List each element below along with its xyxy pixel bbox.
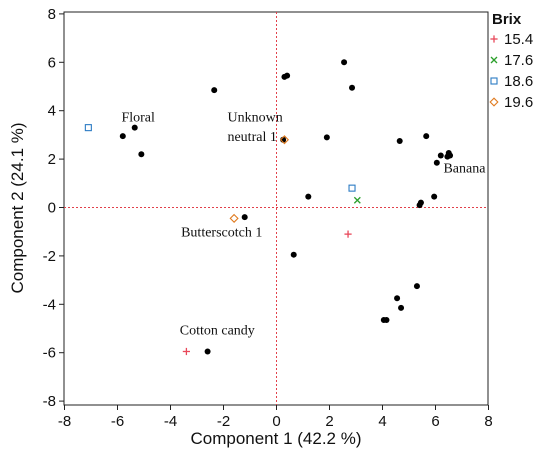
point-annotation: Butterscotch 1 [181, 226, 262, 241]
legend-marker-x [490, 56, 498, 64]
variable-point [417, 199, 424, 206]
legend-label: 18.6 [504, 73, 533, 90]
y-tick-label: 0 [48, 200, 56, 217]
legend-title: Brix [492, 11, 522, 28]
variable-point [341, 59, 348, 66]
y-tick-label: 4 [48, 103, 56, 120]
legend-marker-square [490, 77, 498, 85]
variable-point [423, 133, 430, 140]
y-tick-label: -6 [43, 345, 56, 362]
point-annotation: Unknown [227, 111, 282, 126]
variable-point [323, 134, 330, 141]
y-tick-label: 8 [48, 6, 56, 23]
y-tick-label: -4 [43, 296, 56, 313]
legend-item: 19.6 [489, 94, 533, 111]
variable-point [305, 193, 312, 200]
sample-point-plus [344, 230, 352, 238]
variable-points [119, 59, 454, 355]
variable-point [204, 348, 211, 355]
variable-point [241, 214, 248, 221]
variable-point [431, 193, 438, 200]
sample-point-plus [182, 347, 190, 356]
sample-point-square [348, 184, 356, 192]
variable-point [349, 84, 356, 91]
sample-point-diamond [279, 135, 290, 145]
y-tick-label: -8 [43, 393, 56, 410]
variable-point [131, 124, 138, 131]
x-tick-label: 4 [378, 413, 386, 430]
variable-point [211, 87, 218, 94]
variable-point [413, 283, 420, 290]
x-tick-label: -6 [111, 413, 124, 430]
legend-marker-diamond [489, 97, 499, 107]
variable-point [383, 317, 390, 324]
variable-point [290, 251, 297, 258]
variable-point [398, 304, 405, 311]
y-axis-ticks: -8 -6 -4 -2 0 2 4 6 8 [43, 6, 64, 410]
sample-point-x [353, 196, 361, 204]
x-axis-ticks: -8 -6 -4 -2 0 2 4 6 8 [58, 405, 493, 430]
legend-item: 15.4 [490, 31, 533, 48]
legend-label: 17.6 [504, 52, 533, 69]
point-annotation: Floral [121, 111, 155, 126]
variable-point [396, 137, 403, 144]
variable-point [284, 72, 291, 79]
y-tick-label: -2 [43, 248, 56, 265]
variable-point [433, 159, 440, 166]
x-tick-label: 0 [272, 413, 280, 430]
sample-point-square [84, 124, 92, 132]
legend: Brix 15.4 17.6 18.6 19.6 [489, 11, 533, 111]
legend-label: 15.4 [504, 31, 533, 48]
legend-item: 17.6 [490, 52, 533, 69]
variable-point [437, 152, 444, 159]
x-axis-title: Component 1 (42.2 %) [190, 429, 361, 448]
point-annotations: Floral Unknown neutral 1 Banana Butterscotch… [121, 111, 486, 339]
sample-point-diamond [229, 213, 239, 223]
point-annotation: Cotton candy [180, 324, 255, 339]
x-tick-label: -4 [164, 413, 177, 430]
legend-item: 18.6 [490, 73, 533, 90]
legend-label: 19.6 [504, 94, 533, 111]
y-tick-label: 6 [48, 54, 56, 71]
x-tick-label: 2 [325, 413, 333, 430]
point-annotation: Banana [443, 161, 486, 176]
sample-points [84, 124, 361, 356]
variable-point [447, 152, 454, 159]
y-tick-label: 2 [48, 151, 56, 168]
variable-point [138, 151, 145, 158]
variable-point [119, 133, 126, 140]
y-axis-title: Component 2 (24.1 %) [8, 122, 27, 293]
x-tick-label: 8 [484, 413, 492, 430]
point-annotation: neutral 1 [227, 130, 276, 145]
x-tick-label: -8 [58, 413, 71, 430]
reference-lines [64, 12, 488, 405]
x-tick-label: 6 [431, 413, 439, 430]
variable-point [394, 295, 401, 302]
x-tick-label: -2 [217, 413, 230, 430]
legend-marker-plus [490, 35, 498, 43]
